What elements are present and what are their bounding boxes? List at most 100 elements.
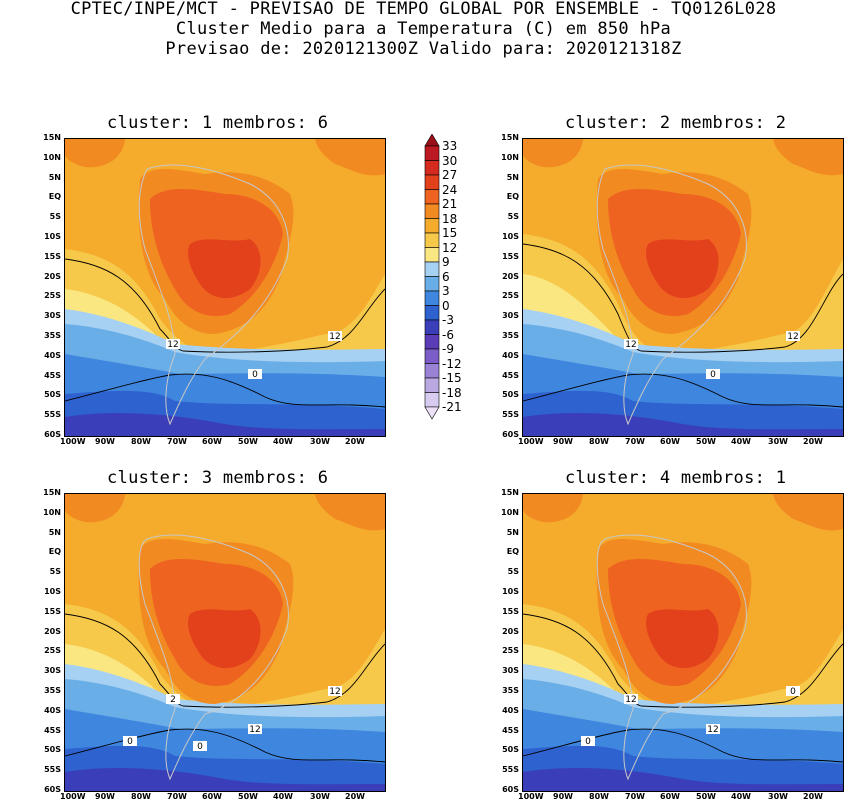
lon-tick-label: 60W: [660, 792, 680, 801]
lon-tick-label: 40W: [273, 437, 293, 446]
lon-tick-label: 80W: [131, 437, 151, 446]
lon-tick-label: 90W: [95, 792, 115, 801]
lat-tick-label: 5S: [507, 212, 519, 222]
colorbar-swatch: [424, 203, 440, 219]
band-neg6: [523, 413, 843, 436]
contour-label: 0: [585, 737, 591, 747]
continent-24: [188, 239, 261, 299]
continent-outline: [596, 164, 747, 426]
lat-tick-label: EQ: [48, 547, 61, 557]
map-panel-cluster-4: 12 0 12 0: [522, 493, 844, 792]
lat-tick-label: 55S: [502, 765, 519, 775]
lat-tick-label: 15N: [43, 133, 61, 142]
lon-tick-label: 20W: [803, 792, 823, 801]
warm-area: [773, 494, 843, 531]
lat-tick-label: 40S: [502, 705, 519, 715]
lat-tick-label: EQ: [48, 192, 61, 202]
warm-area: [523, 139, 583, 168]
contour-12: [523, 613, 843, 708]
lat-tick-label: 5S: [49, 212, 61, 222]
colorbar-tick-label: -15: [442, 371, 462, 385]
contour-label: 12: [249, 725, 260, 735]
colorbar-tick-label: 27: [442, 168, 458, 182]
lon-tick-label: 30W: [768, 437, 788, 446]
lat-tick-label: 25S: [502, 291, 519, 301]
lat-tick-label: 60S: [502, 430, 519, 439]
lon-tick-label: 100W: [60, 437, 86, 446]
temperature-field-map: 12 12 0: [65, 139, 385, 436]
colorbar-tick-label: 6: [442, 269, 450, 284]
warm-area: [773, 139, 843, 176]
colorbar-tick-label: -6: [442, 327, 454, 342]
lat-tick-label: 15N: [43, 488, 61, 497]
lat-tick-label: 10N: [501, 507, 519, 517]
contour-label: 2: [170, 695, 176, 705]
lat-tick-label: 15S: [44, 251, 61, 261]
lat-tick-label: 50S: [502, 745, 519, 755]
colorbar-swatch: [424, 232, 440, 248]
lat-tick-label: 45S: [44, 370, 61, 380]
lat-tick-label: 10N: [43, 507, 61, 517]
colorbar-tick-label: 12: [442, 240, 458, 255]
colorbar-swatch: [424, 145, 440, 161]
lat-tick-label: 50S: [44, 745, 61, 755]
lon-tick-label: 40W: [273, 792, 293, 801]
lat-tick-label: 50S: [44, 390, 61, 400]
lat-tick-label: 25S: [44, 291, 61, 301]
lon-tick-label: 70W: [167, 437, 187, 446]
contour-label: 12: [167, 340, 178, 350]
lat-tick-label: 55S: [44, 765, 61, 775]
lat-tick-label: 10S: [502, 232, 519, 241]
map-panel-cluster-1: 12 12 0: [64, 138, 386, 437]
lat-tick-label: 15S: [502, 251, 519, 261]
colorbar-swatch: [424, 392, 440, 408]
colorbar-tick-label: 21: [442, 197, 458, 211]
colorbar-tick-label: -18: [442, 385, 462, 400]
lat-tick-label: 60S: [44, 430, 61, 439]
contour-12: [65, 613, 385, 708]
lat-tick-label: 10S: [44, 587, 61, 596]
lon-tick-label: 40W: [731, 792, 751, 801]
lon-tick-label: 70W: [625, 437, 645, 446]
lat-tick-label: 45S: [502, 725, 519, 735]
temperature-field-map: 12 0 12 0: [523, 494, 843, 791]
map-panel-cluster-2: 12 12 0: [522, 138, 844, 437]
contour-label: 0: [790, 687, 796, 697]
colorbar-swatch: [424, 134, 440, 147]
band-neg6: [65, 768, 385, 791]
lon-tick-label: 50W: [238, 792, 258, 801]
lon-tick-label: 30W: [768, 792, 788, 801]
contour-0: [523, 373, 843, 408]
lat-tick-label: 15S: [44, 606, 61, 616]
colorbar-tick-label: 9: [442, 255, 450, 269]
lat-tick-label: 20S: [44, 271, 61, 281]
contour-label: 0: [252, 370, 258, 380]
colorbar-swatch: [424, 305, 440, 321]
lon-tick-label: 70W: [167, 792, 187, 801]
lat-tick-label: 60S: [502, 785, 519, 794]
warm-area: [65, 139, 125, 168]
lat-tick-label: 35S: [44, 331, 61, 340]
contour-label: 12: [707, 725, 718, 735]
lat-tick-label: 25S: [44, 646, 61, 656]
colorbar-swatch: [424, 160, 440, 176]
colorbar-swatch: [424, 406, 440, 420]
lat-tick-label: 35S: [502, 331, 519, 340]
lat-tick-label: 20S: [502, 271, 519, 281]
lon-tick-label: 80W: [589, 792, 609, 801]
map-panel-cluster-3: 2 12 12 0 0: [64, 493, 386, 792]
contour-label: 12: [329, 332, 340, 342]
colorbar-swatch: [424, 319, 440, 335]
colorbar-tick-label: 18: [442, 211, 458, 226]
lat-tick-label: 40S: [502, 350, 519, 360]
contour-label: 12: [787, 332, 798, 342]
lon-tick-label: 50W: [238, 437, 258, 446]
temperature-field-map: 2 12 12 0 0: [65, 494, 385, 791]
warm-area: [315, 494, 385, 531]
lon-tick-label: 30W: [310, 437, 330, 446]
lat-tick-label: 5S: [49, 567, 61, 577]
lon-tick-label: 100W: [518, 792, 544, 801]
colorbar-tick-label: 3: [442, 284, 450, 298]
colorbar-swatch: [424, 334, 440, 350]
lat-tick-label: 40S: [44, 705, 61, 715]
